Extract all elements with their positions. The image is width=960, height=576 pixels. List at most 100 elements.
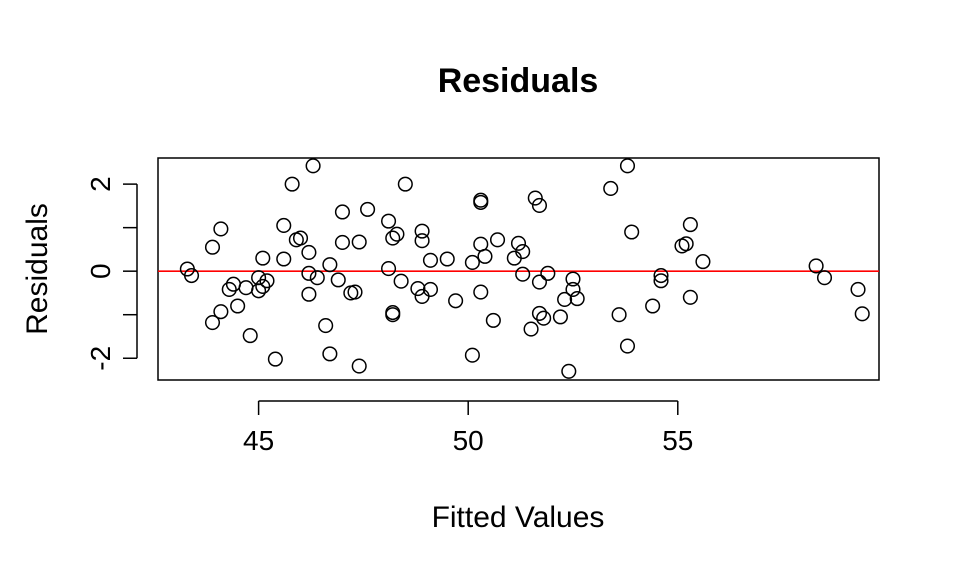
chart-title: Residuals: [438, 62, 599, 100]
data-point: [292, 230, 309, 246]
data-point: [351, 234, 367, 250]
data-point: [515, 244, 531, 260]
data-point: [305, 158, 321, 174]
data-point: [682, 217, 698, 233]
data-point: [565, 271, 581, 287]
data-point: [251, 270, 267, 286]
data-point: [213, 221, 229, 237]
data-point: [389, 226, 405, 242]
data-point: [531, 305, 548, 321]
data-point: [301, 286, 317, 302]
data-point: [385, 230, 401, 246]
data-point: [230, 298, 246, 314]
data-point: [695, 254, 711, 270]
data-point: [322, 346, 338, 362]
data-point: [301, 265, 317, 281]
x-axis: 45 50 55: [243, 400, 693, 456]
data-point: [473, 194, 489, 210]
data-point: [611, 307, 627, 323]
data-point: [645, 298, 661, 314]
data-point: [473, 284, 489, 300]
data-point: [381, 213, 397, 229]
data-point: [360, 201, 376, 217]
data-point: [439, 251, 455, 267]
data-point: [351, 358, 367, 374]
data-point: [347, 284, 363, 300]
data-point: [678, 236, 694, 252]
data-point: [653, 267, 669, 284]
data-point: [682, 289, 698, 305]
data-point: [653, 273, 669, 289]
data-point: [397, 176, 413, 192]
data-point: [318, 318, 334, 334]
x-tick-label: 45: [243, 425, 274, 456]
data-point: [255, 250, 271, 266]
data-point: [619, 338, 636, 354]
data-point: [276, 251, 292, 267]
data-point: [213, 304, 229, 320]
data-point: [414, 233, 430, 249]
data-point: [381, 261, 397, 277]
y-tick-label: -2: [85, 346, 116, 371]
data-point: [527, 190, 543, 206]
y-tick-label: 2: [85, 176, 116, 192]
data-point: [619, 158, 636, 174]
x-axis-title: Fitted Values: [432, 501, 605, 534]
data-point: [334, 234, 350, 250]
y-axis-title: Residuals: [21, 203, 54, 335]
data-point: [557, 291, 573, 308]
data-point: [531, 197, 548, 213]
data-point: [464, 254, 480, 271]
data-point: [816, 270, 833, 286]
data-point: [510, 235, 527, 251]
data-point: [204, 239, 221, 255]
data-point: [603, 180, 619, 197]
data-point: [561, 363, 577, 379]
data-point: [414, 223, 430, 239]
data-point: [422, 281, 439, 298]
x-tick-label: 55: [662, 425, 693, 456]
data-point: [334, 204, 350, 220]
data-point: [267, 351, 283, 367]
data-point: [422, 252, 439, 268]
data-point: [309, 270, 325, 286]
data-point: [477, 248, 493, 264]
data-point: [540, 265, 556, 281]
data-point: [238, 280, 254, 296]
data-point: [448, 293, 464, 309]
data-point: [536, 310, 552, 326]
data-point: [393, 273, 409, 289]
data-point: [183, 267, 200, 284]
data-point: [523, 321, 539, 337]
data-point: [259, 273, 275, 289]
data-point: [515, 266, 531, 282]
data-point: [221, 281, 237, 298]
data-point: [276, 217, 292, 234]
data-point: [531, 274, 548, 290]
data-point: [414, 288, 430, 304]
data-point: [242, 328, 258, 344]
data-point: [330, 272, 346, 288]
data-point: [301, 244, 317, 261]
data-point: [552, 309, 568, 325]
y-axis: -2 0 2: [85, 176, 138, 371]
data-point: [850, 281, 866, 298]
data-point: [624, 224, 640, 240]
data-point: [485, 312, 501, 328]
data-point: [385, 307, 401, 323]
data-point: [489, 232, 506, 248]
plot-area: [157, 157, 880, 381]
y-tick-label: 0: [85, 263, 116, 279]
data-point: [569, 291, 585, 307]
data-point: [410, 281, 426, 297]
data-point: [854, 306, 870, 322]
data-point: [204, 314, 221, 331]
data-point: [808, 258, 824, 274]
data-point: [464, 347, 480, 363]
data-point: [565, 281, 581, 298]
data-point: [322, 257, 338, 273]
plot-frame: [157, 157, 880, 381]
x-tick-label: 50: [453, 425, 484, 456]
data-point: [284, 176, 300, 192]
